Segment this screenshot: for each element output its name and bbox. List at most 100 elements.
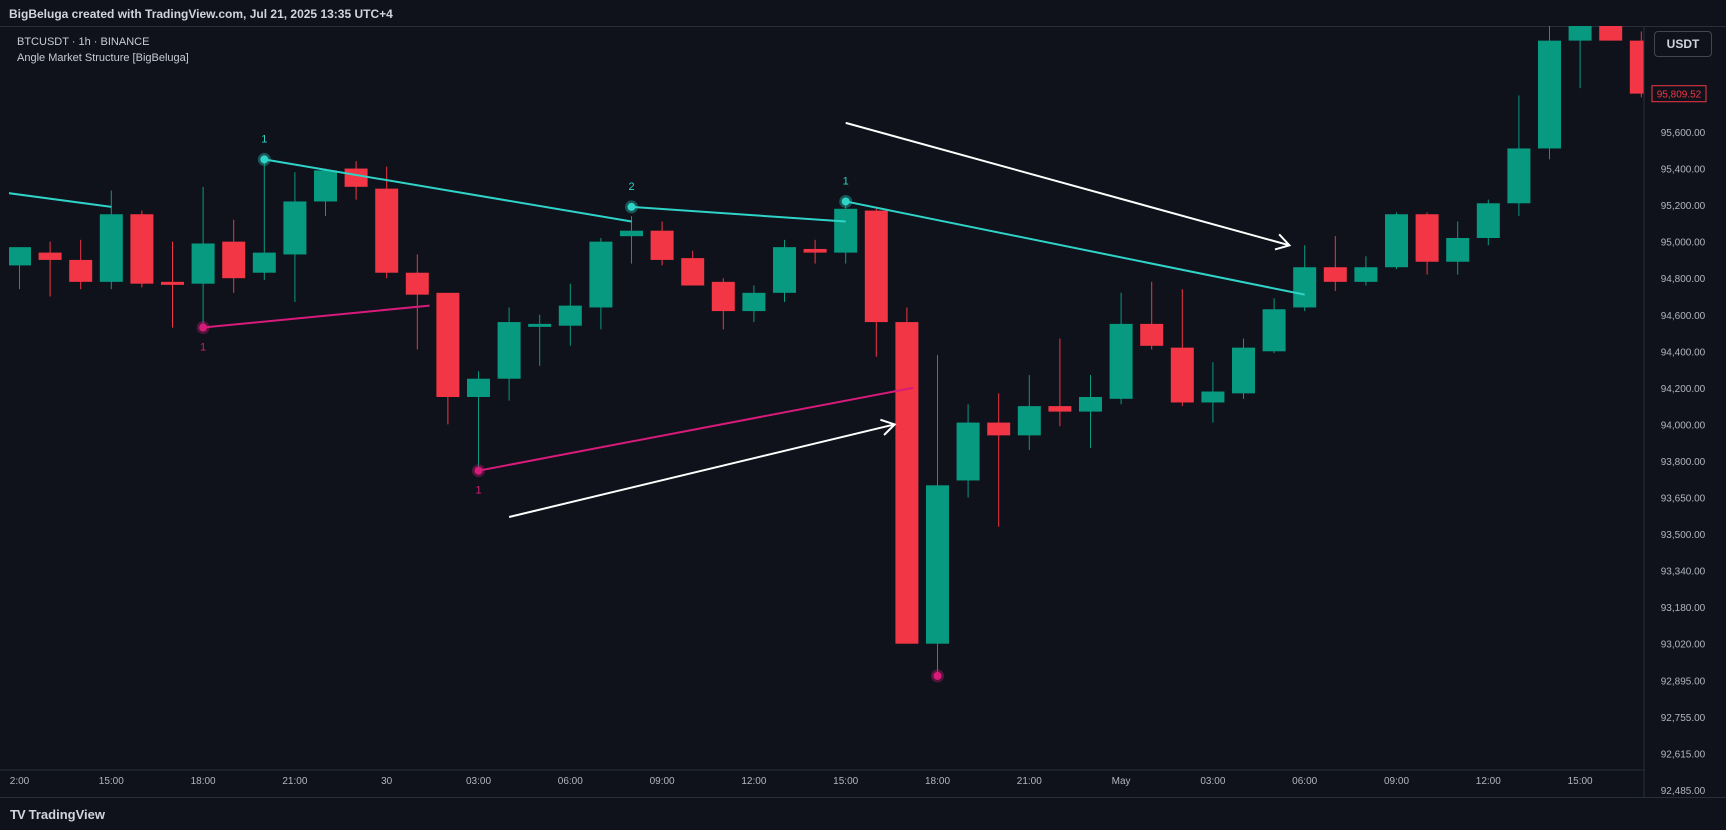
candle-body — [711, 281, 735, 312]
y-tick-label: 93,180.00 — [1661, 603, 1706, 614]
candle — [405, 254, 429, 350]
candle — [375, 166, 399, 279]
pivot-low-label: 1 — [475, 485, 481, 497]
low-structure-line — [203, 304, 430, 329]
pivot-high-label: 2 — [628, 181, 634, 193]
trend-arrow-shaft — [845, 121, 1290, 247]
pivot-high-marker — [257, 152, 271, 166]
candle — [1446, 221, 1470, 275]
trend-arrow-shaft — [508, 423, 895, 518]
indicator-line[interactable]: Angle Market Structure [BigBeluga] — [17, 52, 189, 64]
candle — [1538, 26, 1561, 160]
high-structure-line — [264, 158, 632, 223]
pivot-high-label: 1 — [261, 133, 267, 145]
trend-arrow-head — [880, 418, 897, 436]
candle — [161, 241, 184, 328]
x-tick-label: 15:00 — [833, 776, 858, 787]
candle — [528, 314, 552, 366]
candle-body — [497, 322, 521, 379]
candlestick-chart[interactable]: 1 2 1 1 1 95,600.00 95,400.00 95,200.00 95,000.0… — [0, 0, 1726, 797]
y-tick-label: 95,600.00 — [1661, 128, 1706, 139]
candle — [1354, 256, 1378, 286]
candle — [1017, 375, 1041, 450]
candle-body — [1476, 203, 1500, 238]
x-tick-label: 09:00 — [650, 776, 675, 787]
plot-area: 1 2 1 1 1 — [9, 26, 1644, 683]
candle — [1201, 362, 1225, 423]
y-tick-label: 94,600.00 — [1661, 311, 1706, 322]
pivot-low-marker-dot — [474, 466, 483, 475]
last-price-tag — [1651, 85, 1707, 103]
x-tick-label: 21:00 — [282, 776, 307, 787]
y-tick-label: 93,500.00 — [1661, 530, 1706, 541]
high-structure-line — [845, 200, 1305, 296]
y-tick-label: 95,200.00 — [1661, 201, 1706, 212]
pivot-low-marker — [196, 321, 210, 335]
y-tick-label: 95,000.00 — [1661, 238, 1706, 249]
candle — [1079, 375, 1102, 449]
x-tick-label: 12:00 — [1476, 776, 1501, 787]
candle-body — [1323, 267, 1347, 282]
candle — [834, 197, 858, 264]
candle-body — [803, 248, 827, 253]
candle — [1323, 236, 1347, 291]
pivot-high-marker — [839, 194, 853, 208]
pivot-high-marker-dot — [841, 197, 850, 206]
tradingview-brand[interactable]: TV TradingView — [10, 807, 105, 822]
candle — [1109, 292, 1133, 405]
candle — [314, 168, 337, 217]
candle-body — [1385, 214, 1408, 268]
candle — [252, 159, 276, 281]
pivot-low-marker — [931, 669, 944, 683]
candle-body — [926, 485, 949, 644]
candle-body — [1354, 267, 1378, 282]
candle — [1232, 338, 1255, 399]
candle — [222, 219, 246, 293]
currency-button[interactable]: USDT — [1654, 31, 1712, 57]
candle-body — [620, 230, 643, 237]
candle-body — [773, 247, 796, 293]
candle-body — [9, 247, 31, 266]
candle-body — [1599, 26, 1623, 41]
symbol-line[interactable]: BTCUSDT · 1h · BINANCE — [17, 36, 150, 48]
y-tick-label: 93,340.00 — [1661, 567, 1706, 578]
pivot-low-marker-dot — [933, 671, 942, 680]
y-tick-label: 94,800.00 — [1661, 274, 1706, 285]
candle-body — [38, 252, 62, 260]
candle — [1385, 212, 1408, 270]
candle-body — [314, 170, 337, 202]
candle — [1170, 289, 1194, 407]
pivot-high-marker-dot — [627, 202, 636, 211]
candle-body — [467, 378, 490, 397]
candle — [711, 278, 735, 330]
candle — [38, 241, 62, 297]
candle-body — [252, 252, 276, 273]
candle-body — [895, 322, 919, 644]
x-tick-label: 2:00 — [10, 776, 30, 787]
candle-body — [1079, 396, 1102, 412]
x-tick-label: 15:00 — [99, 776, 124, 787]
candle-body — [1446, 237, 1470, 262]
candle — [283, 172, 307, 302]
candle — [926, 354, 949, 676]
brand-name: TradingView — [28, 807, 105, 822]
candle — [895, 307, 919, 644]
y-tick-label: 93,020.00 — [1661, 640, 1706, 651]
candle-body — [681, 258, 705, 286]
candle — [1415, 212, 1439, 275]
x-tick-label: 18:00 — [925, 776, 950, 787]
candle-body — [1140, 323, 1164, 346]
pivot-high-label: 1 — [843, 175, 849, 187]
y-tick-label: 94,000.00 — [1661, 420, 1706, 431]
top-bar: BigBeluga created with TradingView.com, … — [0, 0, 1726, 27]
y-tick-label: 94,200.00 — [1661, 384, 1706, 395]
candle — [130, 210, 154, 288]
candle — [558, 283, 582, 346]
pivot-low-marker-dot — [199, 323, 208, 332]
last-price-label: 95,809.52 — [1657, 90, 1702, 101]
candle-body — [742, 292, 766, 312]
x-tick-label: May — [1112, 776, 1131, 787]
pivot-low-label: 1 — [200, 342, 206, 354]
pivot-high-marker-dot — [260, 155, 269, 164]
candle — [1293, 245, 1317, 312]
